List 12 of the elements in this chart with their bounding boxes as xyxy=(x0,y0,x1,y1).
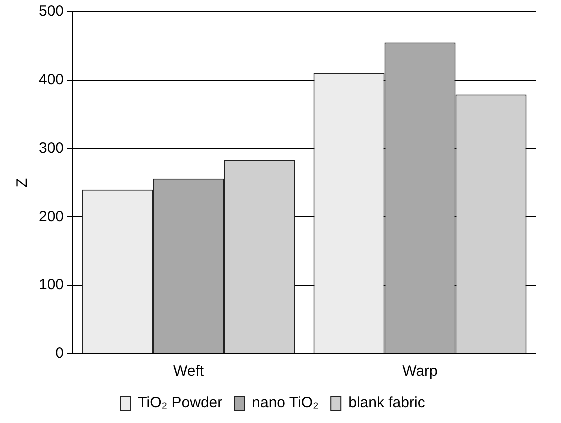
x-tick-label: Warp xyxy=(402,363,438,380)
x-tick-label: Weft xyxy=(173,363,205,380)
y-tick-label: 400 xyxy=(38,72,64,89)
y-tick-label: 200 xyxy=(38,208,64,226)
y-tick-label: 500 xyxy=(38,3,64,20)
legend-label: blank fabric xyxy=(348,394,426,412)
y-tick-label: 300 xyxy=(38,140,64,157)
legend-label: nano TiO₂ xyxy=(252,394,320,412)
y-tick-label: 100 xyxy=(38,276,64,294)
legend-label: TiO₂ Powder xyxy=(138,394,223,412)
y-tick-label: 0 xyxy=(56,345,64,362)
y-axis-title: Z xyxy=(14,178,32,188)
